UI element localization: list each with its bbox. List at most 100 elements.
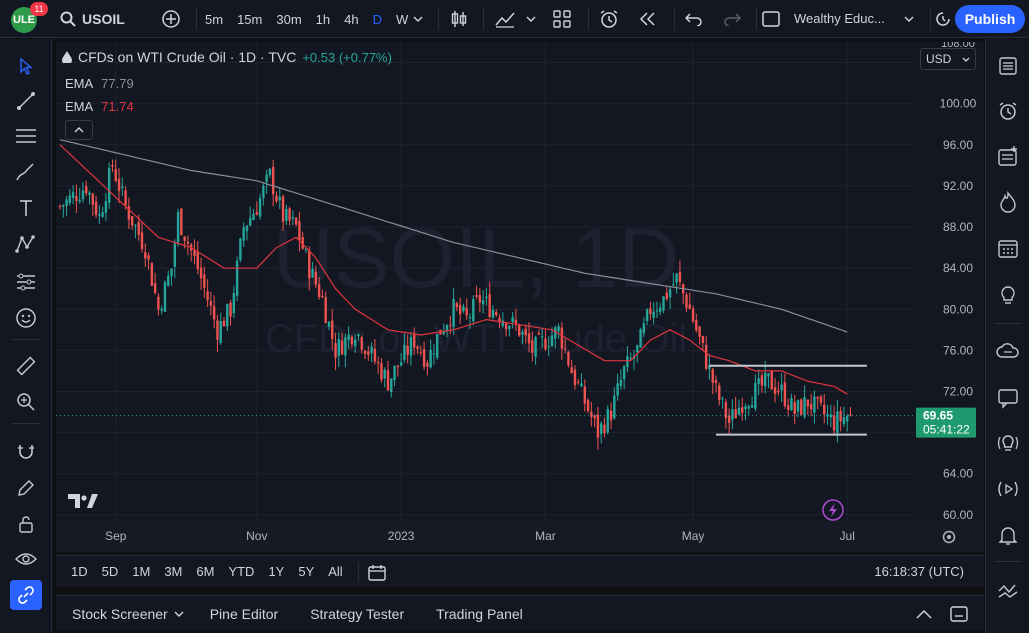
interval-dropdown[interactable]	[410, 0, 426, 38]
candle-body	[62, 205, 65, 207]
drawing-mode-tool[interactable]	[10, 473, 42, 503]
candle-body	[563, 348, 567, 350]
layout-dropdown[interactable]	[902, 0, 916, 38]
collapse-legend-button[interactable]	[65, 120, 93, 140]
lock-tool[interactable]	[10, 509, 42, 539]
alerts-button[interactable]	[992, 96, 1024, 126]
chevron-up-icon[interactable]	[916, 609, 932, 619]
indicators-button[interactable]	[492, 0, 518, 38]
measure-tool[interactable]	[10, 351, 42, 381]
brush-tool[interactable]	[10, 157, 42, 187]
interval-d[interactable]: D	[372, 11, 382, 27]
magnet-tool[interactable]	[10, 437, 42, 467]
alerts-bell-button[interactable]	[992, 520, 1024, 550]
chart-settings-button[interactable]	[942, 530, 956, 544]
timeframe-all[interactable]: All	[328, 564, 343, 579]
watchlist-button[interactable]	[992, 51, 1024, 81]
zoom-tool[interactable]	[10, 387, 42, 417]
cursor-tool[interactable]	[10, 51, 42, 81]
candle-body	[721, 398, 724, 400]
quick-search-button[interactable]	[934, 0, 952, 38]
sync-drawings-tool[interactable]	[10, 580, 42, 610]
chat-button[interactable]	[992, 336, 1024, 366]
chart-area[interactable]: USOIL, 1D CFDs on WTI Crude Oil 104.0010…	[56, 38, 984, 552]
legend-title[interactable]: CFDs on WTI Crude Oil · 1D · TVC	[78, 49, 297, 65]
text-tool[interactable]	[10, 193, 42, 223]
candle-body	[373, 348, 377, 362]
timeframe-3m[interactable]: 3M	[164, 564, 183, 579]
ema2-label: EMA	[65, 99, 94, 114]
ema2-legend[interactable]: EMA 71.74	[65, 99, 134, 114]
symbol-search[interactable]: USOIL	[60, 0, 130, 38]
price-chart[interactable]: USOIL, 1D CFDs on WTI Crude Oil 104.0010…	[56, 38, 984, 552]
publish-button[interactable]: Publish	[955, 5, 1025, 33]
alert-button[interactable]	[596, 0, 622, 38]
candle-body	[94, 201, 98, 215]
fib-tool[interactable]	[10, 121, 42, 151]
fullscreen-toggle[interactable]	[760, 0, 782, 38]
compare-button[interactable]	[158, 0, 184, 38]
tab-stock-screener[interactable]: Stock Screener	[72, 606, 184, 622]
timeframe-5y[interactable]: 5Y	[298, 564, 315, 579]
replay-button[interactable]	[636, 0, 660, 38]
currency-selector[interactable]: USD	[920, 48, 976, 70]
timeframe-1m[interactable]: 1M	[132, 564, 151, 579]
timeframe-6m[interactable]: 6M	[196, 564, 215, 579]
candle-body	[445, 325, 449, 332]
calendar-button[interactable]	[992, 233, 1024, 263]
redo-button[interactable]	[720, 0, 744, 38]
tab-strategy-tester[interactable]: Strategy Tester	[310, 605, 405, 622]
y-tick-label: 100.00	[940, 97, 977, 111]
candle-body	[288, 208, 291, 221]
replay-panel-button[interactable]	[992, 474, 1024, 504]
candle-body	[157, 296, 160, 310]
prediction-tool[interactable]	[10, 267, 42, 297]
timeframe-ytd[interactable]: YTD	[228, 564, 255, 579]
pencil-lock-icon	[18, 480, 34, 496]
timeframe-1y[interactable]: 1Y	[268, 564, 285, 579]
ema1-legend[interactable]: EMA 77.79	[65, 76, 134, 91]
utc-clock[interactable]: 16:18:37 (UTC)	[874, 564, 964, 579]
undo-button[interactable]	[682, 0, 706, 38]
candle-body	[150, 263, 154, 286]
interval-w[interactable]: W	[395, 11, 409, 27]
tab-trading-panel[interactable]: Trading Panel	[436, 605, 523, 622]
trading-panel-button[interactable]	[992, 576, 1024, 606]
chart-type-button[interactable]	[447, 0, 471, 38]
interval-30m[interactable]: 30m	[276, 11, 302, 27]
candle-body	[367, 351, 370, 355]
candle-body	[803, 397, 806, 417]
interval-5m[interactable]: 5m	[205, 11, 224, 27]
candle-body	[153, 283, 157, 294]
candle-body	[370, 346, 373, 354]
candle-body	[357, 334, 360, 337]
candle-body	[764, 372, 767, 387]
clock-partial-icon	[936, 11, 950, 26]
trend-line-tool[interactable]	[10, 86, 42, 116]
hide-tool[interactable]	[10, 544, 42, 574]
date-range-button[interactable]	[367, 563, 387, 581]
ideas-button[interactable]	[992, 281, 1024, 311]
text-icon	[20, 200, 32, 216]
streams-button[interactable]	[992, 428, 1024, 458]
interval-1h[interactable]: 1h	[315, 11, 331, 27]
hotlists-button[interactable]	[992, 187, 1024, 217]
data-window-button[interactable]	[992, 141, 1024, 171]
lightning-button[interactable]	[822, 499, 844, 521]
tradingview-logo[interactable]	[68, 494, 98, 508]
notifications-button[interactable]	[992, 383, 1024, 413]
timeframe-1d[interactable]: 1D	[71, 564, 88, 579]
tab-pine-editor[interactable]: Pine Editor	[209, 605, 279, 622]
templates-button[interactable]	[550, 0, 574, 38]
timeframe-5d[interactable]: 5D	[101, 564, 119, 579]
candle-body	[544, 338, 547, 350]
maximize-panel-icon[interactable]	[950, 605, 968, 622]
interval-4h[interactable]: 4h	[344, 11, 359, 27]
layout-name[interactable]: Wealthy Educ...	[794, 11, 885, 26]
x-tick-label: Mar	[535, 529, 556, 543]
interval-15m[interactable]: 15m	[237, 11, 263, 27]
indicators-dropdown[interactable]	[524, 0, 538, 38]
pattern-tool[interactable]	[10, 229, 42, 259]
candle-body	[167, 275, 170, 286]
icon-tool[interactable]	[10, 303, 42, 333]
